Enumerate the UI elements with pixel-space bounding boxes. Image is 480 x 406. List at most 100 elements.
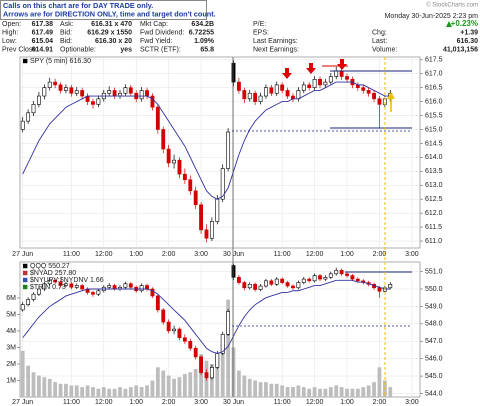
volume-bar [107,388,112,397]
y-tick-label: 611.5 [425,224,442,231]
candle-body [91,292,95,295]
volume-bar [193,368,198,397]
candle-body [215,198,220,222]
volume-bar [155,367,160,397]
volume-bar [26,365,30,397]
y-tick-label: 545.0 [425,373,443,380]
note-line: Calls on this chart are for DAY TRADE on… [3,1,153,10]
candle-body [345,76,349,80]
x-tick-label: 11:00 [63,251,80,258]
candle-body [20,304,25,311]
volume-bar [85,385,90,397]
candle-body [128,283,133,288]
legend-swatch [23,284,28,290]
volume-bar [47,378,52,397]
volume-bar [301,387,306,397]
volume-bar [177,377,182,397]
candle-body [280,278,285,283]
candle-body [361,87,366,91]
note-line: Arrows are for DIRECTION ONLY, time and … [3,9,216,18]
candle-body [47,81,52,88]
quote-value: 616.30 x 20 [95,38,132,45]
volume-bar [264,382,268,397]
volume-bar [312,387,317,397]
candle-body [323,277,328,280]
volume-bar [80,387,85,397]
candle-body [264,87,268,97]
volume-bar [372,382,376,397]
volume-bar [307,388,312,397]
volume-bar [20,350,25,397]
x-tick-label: 30 Jun [223,251,244,258]
volume-bar [128,387,133,397]
candle-body [172,328,176,332]
candle-body [172,159,176,164]
y-tick-label: 615.5 [425,112,443,119]
y-tick-label: 549.0 [425,303,443,310]
candle-body [139,90,144,100]
quote-label: Volume: [372,46,397,53]
volume-bar [37,375,41,397]
x-tick-label: 1:00 [340,251,354,258]
candle-body [269,87,274,94]
volume-bar [258,382,263,397]
candle-body [220,168,225,200]
volume-bar [215,357,220,397]
candle-body [64,87,68,91]
candle-body [58,281,63,286]
y2-tick-label: 4M [6,328,16,335]
legend-label: $NYUPV:$NYDNV 1.66 [30,277,104,284]
volume-bar [112,388,117,397]
x-tick-label: 3:00 [194,399,208,406]
y-tick-label: 614.5 [425,140,443,147]
quote-label: Chg: [372,29,387,36]
moving-average [22,279,391,354]
quote-label: Next Earnings: [253,46,299,53]
watermark: © StockCharts.com [426,2,478,9]
quote-label: Bid: [60,38,72,45]
volume-bar [188,372,193,397]
annotations [232,57,412,397]
candle-body [318,275,322,280]
quote-value: +1.39 [460,29,478,36]
volume-bar [182,373,187,397]
candle-body [139,285,144,292]
x-tick-label: 3:00 [405,251,419,258]
legend-swatch [23,277,28,283]
volume-bar [96,388,101,397]
volume-bar [64,383,68,397]
y-tick-label: 613.5 [425,168,443,175]
y-tick-label: 611.0 [425,238,442,245]
volume-bar [123,388,128,397]
legend-swatch [23,270,28,276]
candle-body [199,356,204,373]
candle-body [204,372,209,379]
candle-body [193,190,198,206]
candle-body [345,273,349,276]
quote-value: 634.2B [191,21,214,28]
volume-bar [74,385,79,397]
candle-body [285,282,290,287]
volume-bar [91,387,95,397]
quote-value: 616.31 x 470 [91,21,132,28]
volume-bar [350,388,355,397]
quote-label: Fwd Yield: [140,38,172,45]
candle-body [150,288,155,297]
candle-body [47,279,52,285]
volume-bar [247,378,252,397]
quote-label: Prev Close: [2,46,38,53]
candle-body [258,95,263,102]
candle-body [247,283,252,289]
volume-bar [53,382,58,397]
volume-bar [253,380,258,397]
candle-body [42,283,47,290]
candle-body [199,204,204,231]
candle-body [312,79,317,88]
quote-value: 615.04 [32,38,54,45]
candle-body [274,84,279,94]
x-tick-label: 12:00 [306,399,324,406]
candle-body [145,90,149,97]
candle-body [58,84,63,91]
volume-bar [134,385,139,397]
volume-bar [166,375,171,397]
